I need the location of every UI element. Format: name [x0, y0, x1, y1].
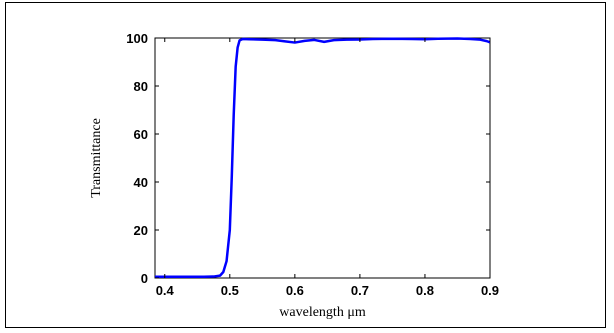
- y-axis: 0 20 40 60 80 100: [126, 31, 490, 286]
- y-tick-label: 20: [134, 223, 148, 238]
- figure-frame: [5, 2, 606, 328]
- y-tick-label: 80: [134, 79, 148, 94]
- y-axis-label: Transmittance: [89, 118, 104, 198]
- axes-box: [154, 37, 491, 279]
- plot-area: [154, 37, 491, 279]
- x-tick-label: 0.7: [351, 283, 369, 298]
- y-tick-label: 100: [126, 31, 148, 46]
- x-axis-label: wavelength μm: [279, 305, 366, 320]
- x-tick-label: 0.5: [221, 283, 239, 298]
- y-tick-label: 60: [134, 127, 148, 142]
- y-tick-label: 0: [141, 271, 148, 286]
- x-tick-label: 0.8: [416, 283, 434, 298]
- x-tick-label: 0.9: [481, 283, 499, 298]
- x-tick-label: 0.6: [286, 283, 304, 298]
- y-tick-label: 40: [134, 175, 148, 190]
- x-tick-label: 0.4: [156, 283, 175, 298]
- x-axis: 0.4 0.5 0.6 0.7 0.8 0.9: [156, 38, 499, 298]
- transmittance-series-line: [155, 37, 491, 279]
